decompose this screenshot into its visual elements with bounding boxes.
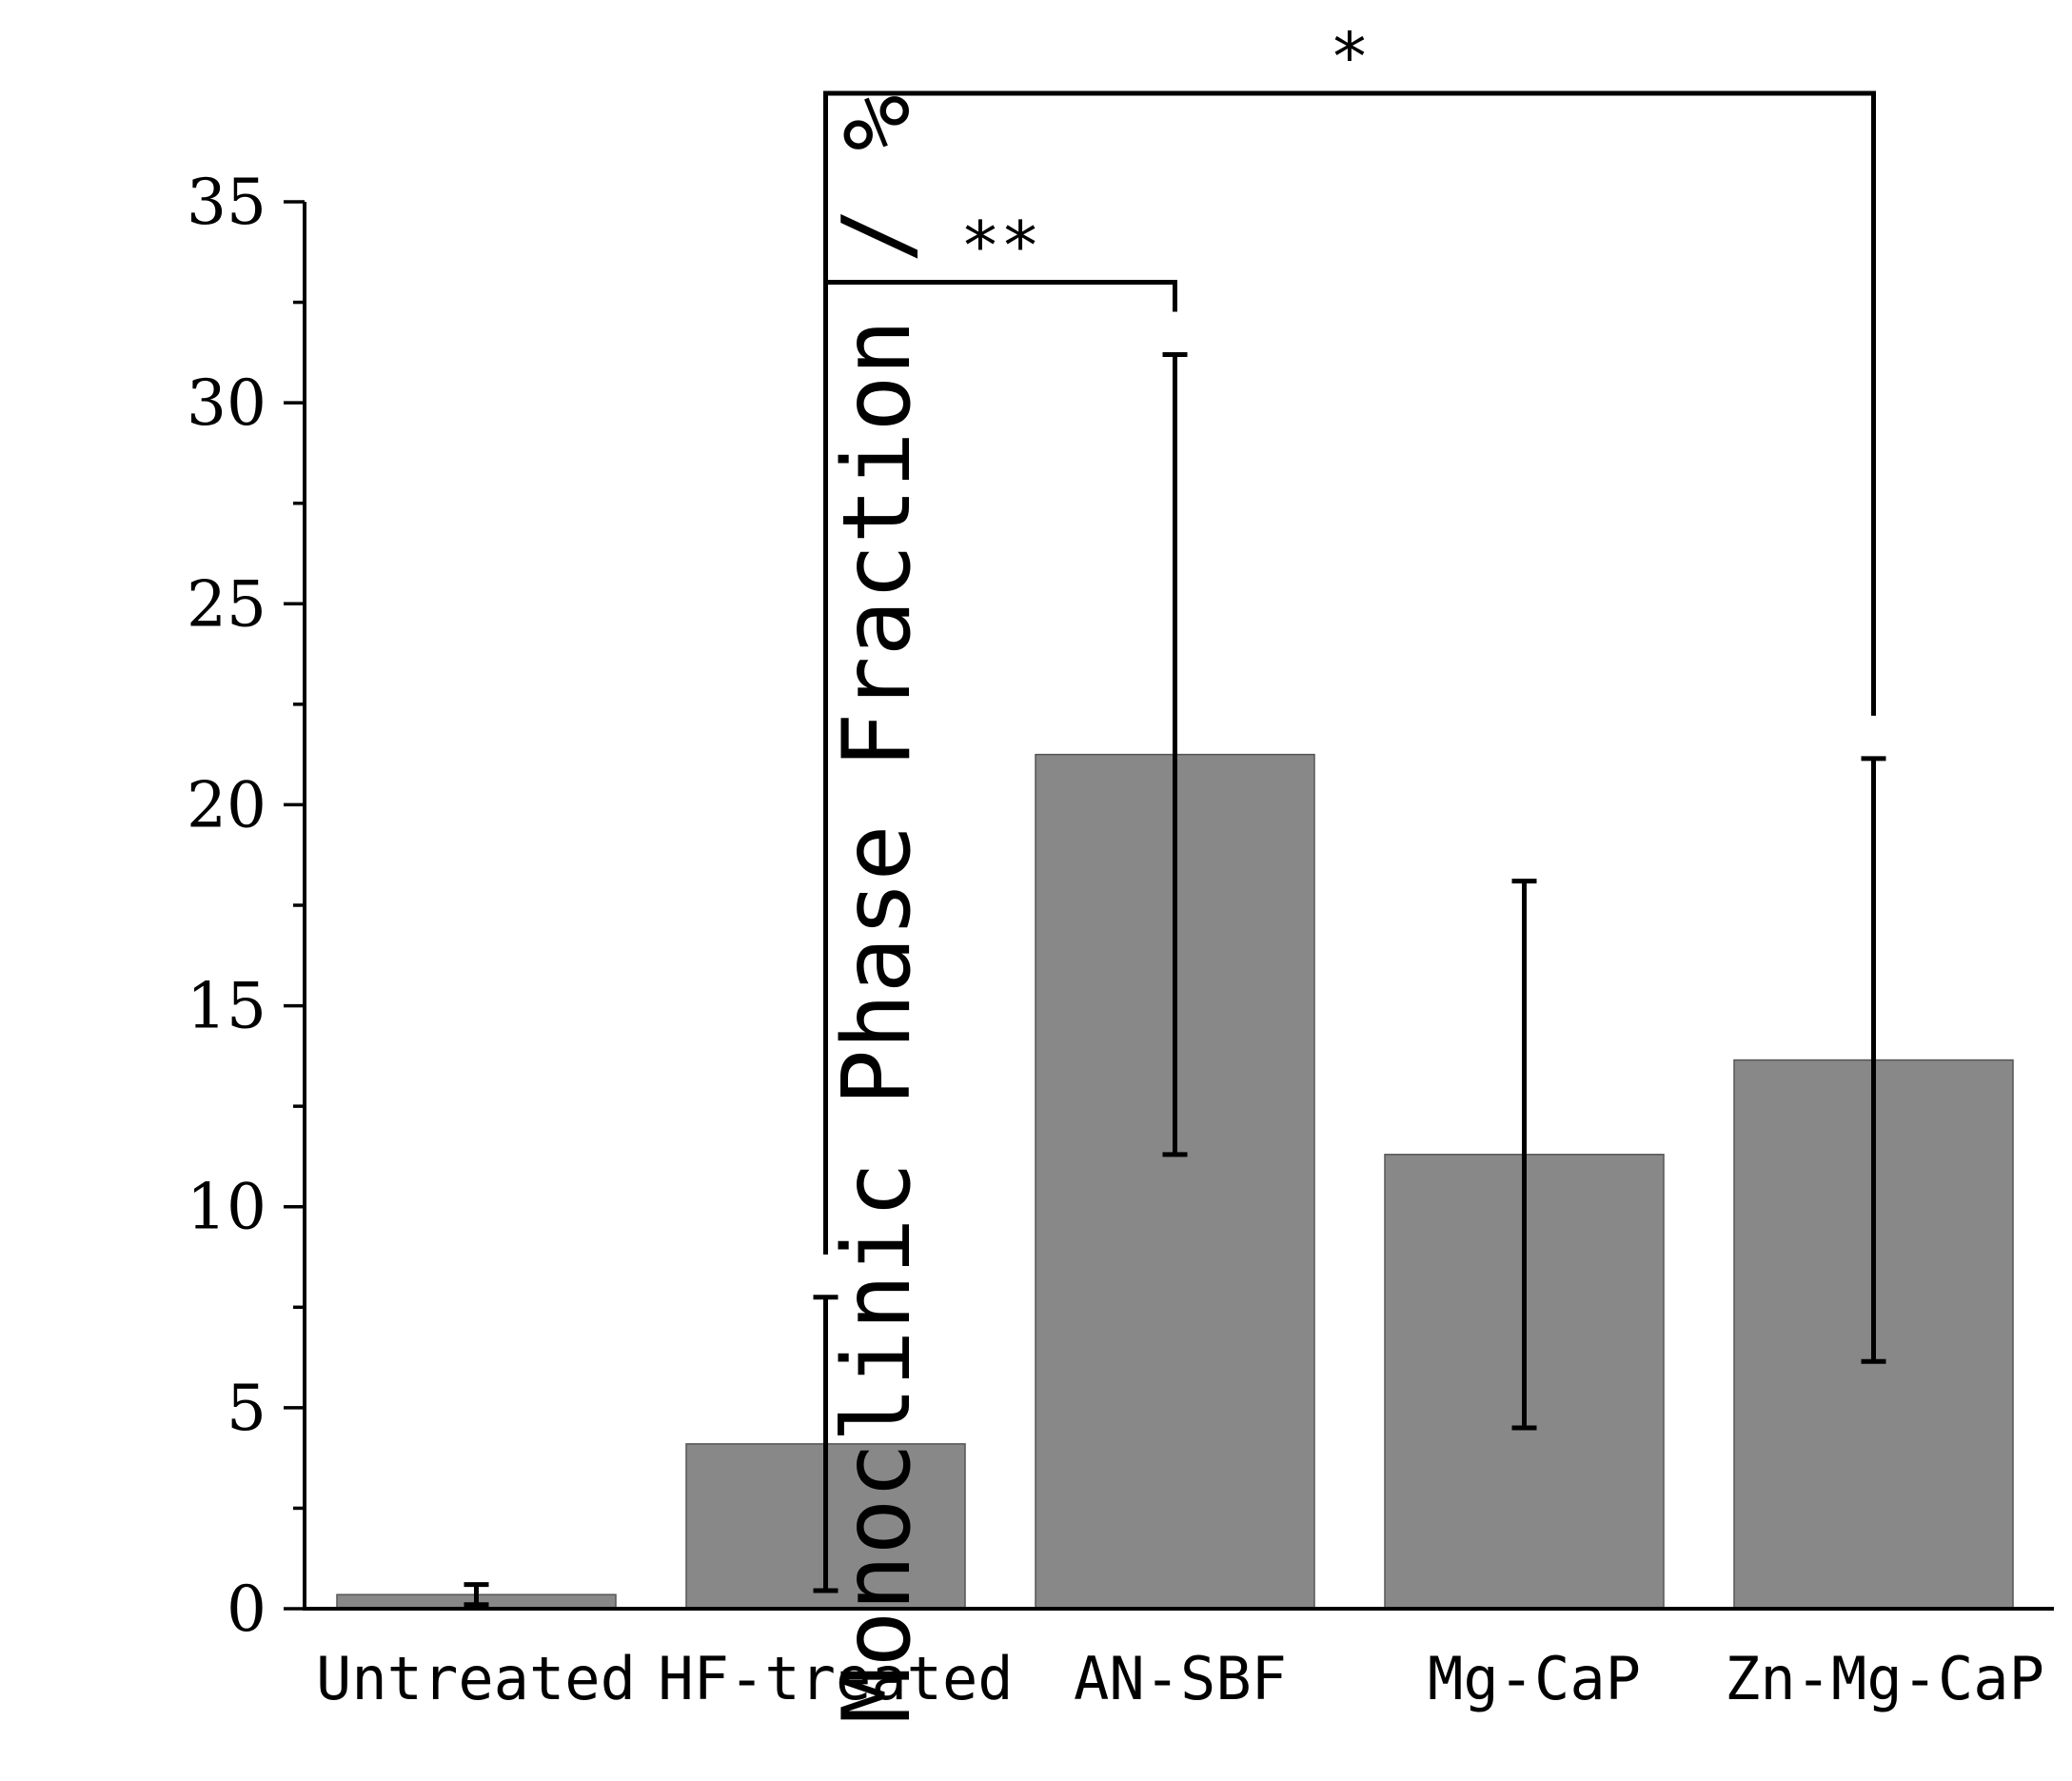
y-tick-label: 5 (227, 1372, 266, 1445)
y-axis-title: Monoclinic Phase Fraction / % (823, 94, 932, 1723)
error-bar-untreated (464, 1582, 489, 1608)
y-tick-label: 25 (187, 567, 266, 641)
error-bars-layer (464, 351, 1886, 1608)
x-category-label: AN-SBF (1074, 1644, 1287, 1713)
x-category-label: Zn-Mg-CaP (1725, 1644, 2044, 1713)
error-bar-an-sbf (1162, 351, 1188, 1158)
y-tick-label: 15 (187, 970, 266, 1043)
significance-bracket-line (823, 90, 1876, 1255)
y-tick-label: 10 (187, 1171, 266, 1244)
significance-bracket-2: * (823, 18, 1876, 1255)
error-bar-hf-treated (813, 1295, 839, 1593)
y-tick-label: 30 (187, 366, 266, 440)
significance-layer: *** (823, 18, 1876, 1255)
significance-label: * (1330, 18, 1370, 96)
error-bar-mg-cap (1511, 879, 1537, 1431)
ticks-layer (284, 200, 305, 1611)
y-tick-label: 20 (187, 768, 266, 841)
y-tick-label: 35 (187, 166, 266, 239)
x-category-label: Mg-CaP (1428, 1644, 1641, 1713)
labels-layer: 0 5 10 15 20 25 30 35 Untreated HF-treated AN-SBF M… (187, 166, 2044, 1713)
x-category-label: Untreated (316, 1644, 636, 1713)
error-bar-zn-mg-cap (1861, 756, 1886, 1364)
significance-label: ** (960, 207, 1040, 285)
x-category-label: HF-treated (658, 1644, 1013, 1713)
y-tick-label: 0 (227, 1573, 266, 1646)
